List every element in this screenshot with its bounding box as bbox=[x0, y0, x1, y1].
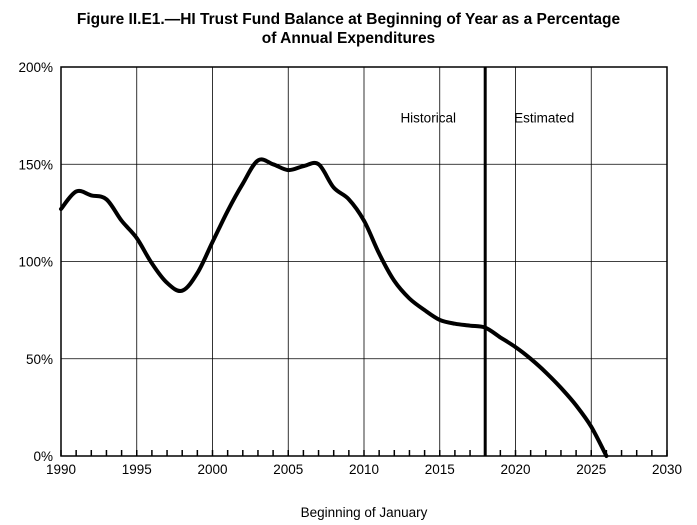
x-tick-label: 2010 bbox=[349, 462, 379, 477]
x-tick-label: 2005 bbox=[273, 462, 303, 477]
x-tick-label: 2000 bbox=[197, 462, 227, 477]
y-tick-label: 0% bbox=[33, 449, 53, 464]
y-tick-label: 150% bbox=[18, 157, 53, 172]
trust-fund-ratio-line bbox=[59, 157, 609, 458]
x-axis-label: Beginning of January bbox=[301, 505, 428, 520]
chart-title-line-1: Figure II.E1.—HI Trust Fund Balance at B… bbox=[76, 11, 621, 28]
y-tick-label: 100% bbox=[18, 255, 53, 270]
y-tick-label: 200% bbox=[18, 60, 53, 75]
chart-title: Figure II.E1.—HI Trust Fund Balance at B… bbox=[0, 10, 697, 48]
plot-area-frame bbox=[60, 66, 668, 457]
x-tick-label: 1995 bbox=[122, 462, 152, 477]
x-tick-label: 1990 bbox=[46, 462, 76, 477]
x-tick-label: 2025 bbox=[576, 462, 606, 477]
y-tick-label: 50% bbox=[26, 352, 53, 367]
estimated-label: Estimated bbox=[514, 111, 574, 126]
chart-title-line-2: of Annual Expenditures bbox=[261, 30, 436, 47]
x-tick-label: 2015 bbox=[425, 462, 455, 477]
historical-label: Historical bbox=[400, 111, 456, 126]
x-tick-label: 2020 bbox=[500, 462, 530, 477]
x-tick-label: 2030 bbox=[652, 462, 682, 477]
